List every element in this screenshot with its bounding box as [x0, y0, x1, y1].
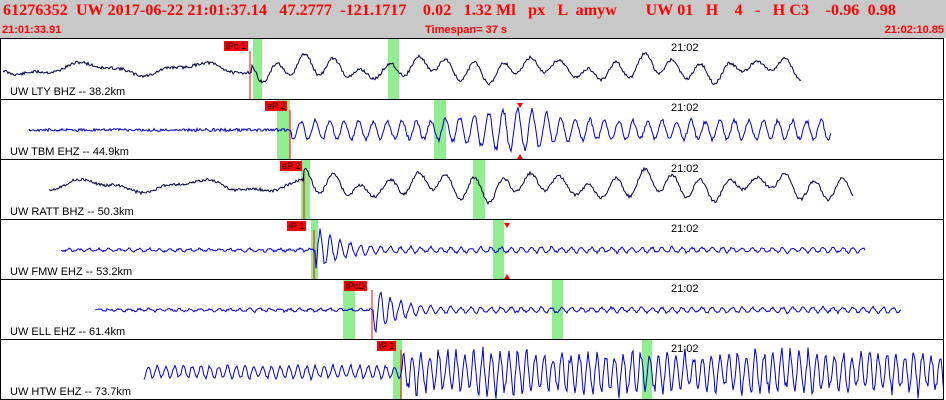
event-summary: 61276352 UW 2017-06-22 21:01:37.14 47.27…: [3, 2, 896, 19]
waveform-plot-tbm: [28, 100, 832, 159]
waveform-plot-htw: [143, 340, 943, 399]
station-label: UW ELL EHZ -- 61.4km: [10, 326, 126, 338]
amplitude-marker-top: [504, 223, 510, 228]
time-tick-label: 21:02: [671, 223, 699, 235]
waveform-panel-htw[interactable]: iP 1 21:02 UW HTW EHZ -- 73.7km: [0, 339, 944, 400]
pick-label[interactable]: eP 2: [280, 161, 303, 171]
waveform-panel-lty[interactable]: iPc 1 21:02 UW LTY BHZ -- 38.2km: [0, 38, 944, 100]
time-tick-label: 21:02: [671, 102, 699, 114]
pick-label[interactable]: iP 1: [377, 341, 397, 351]
waveform-panel-ratt[interactable]: eP 2 21:02 UW RATT BHZ -- 50.3km: [0, 159, 944, 220]
waveform-plot-fmw: [60, 220, 866, 279]
waveform-plot-lty: [2, 39, 802, 99]
waveform-panel-tbm[interactable]: eP 2 21:02 UW TBM EHZ -- 44.9km: [0, 99, 944, 160]
waveform-panel-fmw[interactable]: iP 1 21:02 UW FMW EHZ -- 53.2km: [0, 219, 944, 280]
green-band: [642, 340, 652, 399]
waveform-panels: iPc 1 21:02 UW LTY BHZ -- 38.2km eP 2 21…: [0, 38, 946, 400]
amplitude-marker-top: [517, 103, 523, 108]
station-label: UW FMW EHZ -- 53.2km: [10, 266, 133, 278]
station-label: UW RATT BHZ -- 50.3km: [10, 206, 134, 218]
station-label: UW LTY BHZ -- 38.2km: [10, 86, 126, 98]
timespan-label: Timespan= 37 s: [425, 24, 508, 36]
pick-label[interactable]: eP 2: [265, 101, 288, 111]
green-band: [393, 340, 402, 399]
time-start: 21:01:33.91: [2, 24, 62, 36]
green-band: [388, 39, 399, 99]
time-tick-label: 21:02: [671, 42, 699, 54]
green-band: [301, 160, 310, 219]
time-tick-label: 21:02: [671, 163, 699, 175]
waveform-plot-ell: [94, 280, 902, 339]
green-band: [253, 39, 262, 99]
green-band: [434, 100, 446, 159]
station-label: UW TBM EHZ -- 44.9km: [10, 146, 129, 158]
time-tick-label: 21:02: [671, 283, 699, 295]
pick-label[interactable]: iPc 1: [224, 41, 249, 51]
time-tick-label: 21:02: [671, 343, 699, 355]
pick-label[interactable]: iPcD: [344, 281, 368, 291]
waveform-plot-ratt: [48, 160, 854, 219]
green-band: [552, 280, 563, 339]
green-band: [473, 160, 485, 219]
waveform-panel-ell[interactable]: iPcD 21:02 UW ELL EHZ -- 61.4km: [0, 279, 944, 340]
seismogram-trace: [48, 166, 854, 206]
station-label: UW HTW EHZ -- 73.7km: [10, 386, 131, 398]
seismogram-trace: [143, 346, 943, 399]
seismogram-trace: [2, 51, 802, 86]
seismogram-trace: [28, 107, 832, 153]
amplitude-marker-bottom: [504, 274, 510, 279]
pick-label[interactable]: iP 1: [287, 221, 307, 231]
seismogram-trace: [60, 228, 866, 269]
time-end: 21:02:10.85: [884, 24, 944, 36]
amplitude-marker-bottom: [517, 154, 523, 159]
green-band: [277, 100, 290, 159]
event-header: 61276352 UW 2017-06-22 21:01:37.14 47.27…: [0, 0, 946, 38]
seismogram-trace: [94, 291, 902, 334]
